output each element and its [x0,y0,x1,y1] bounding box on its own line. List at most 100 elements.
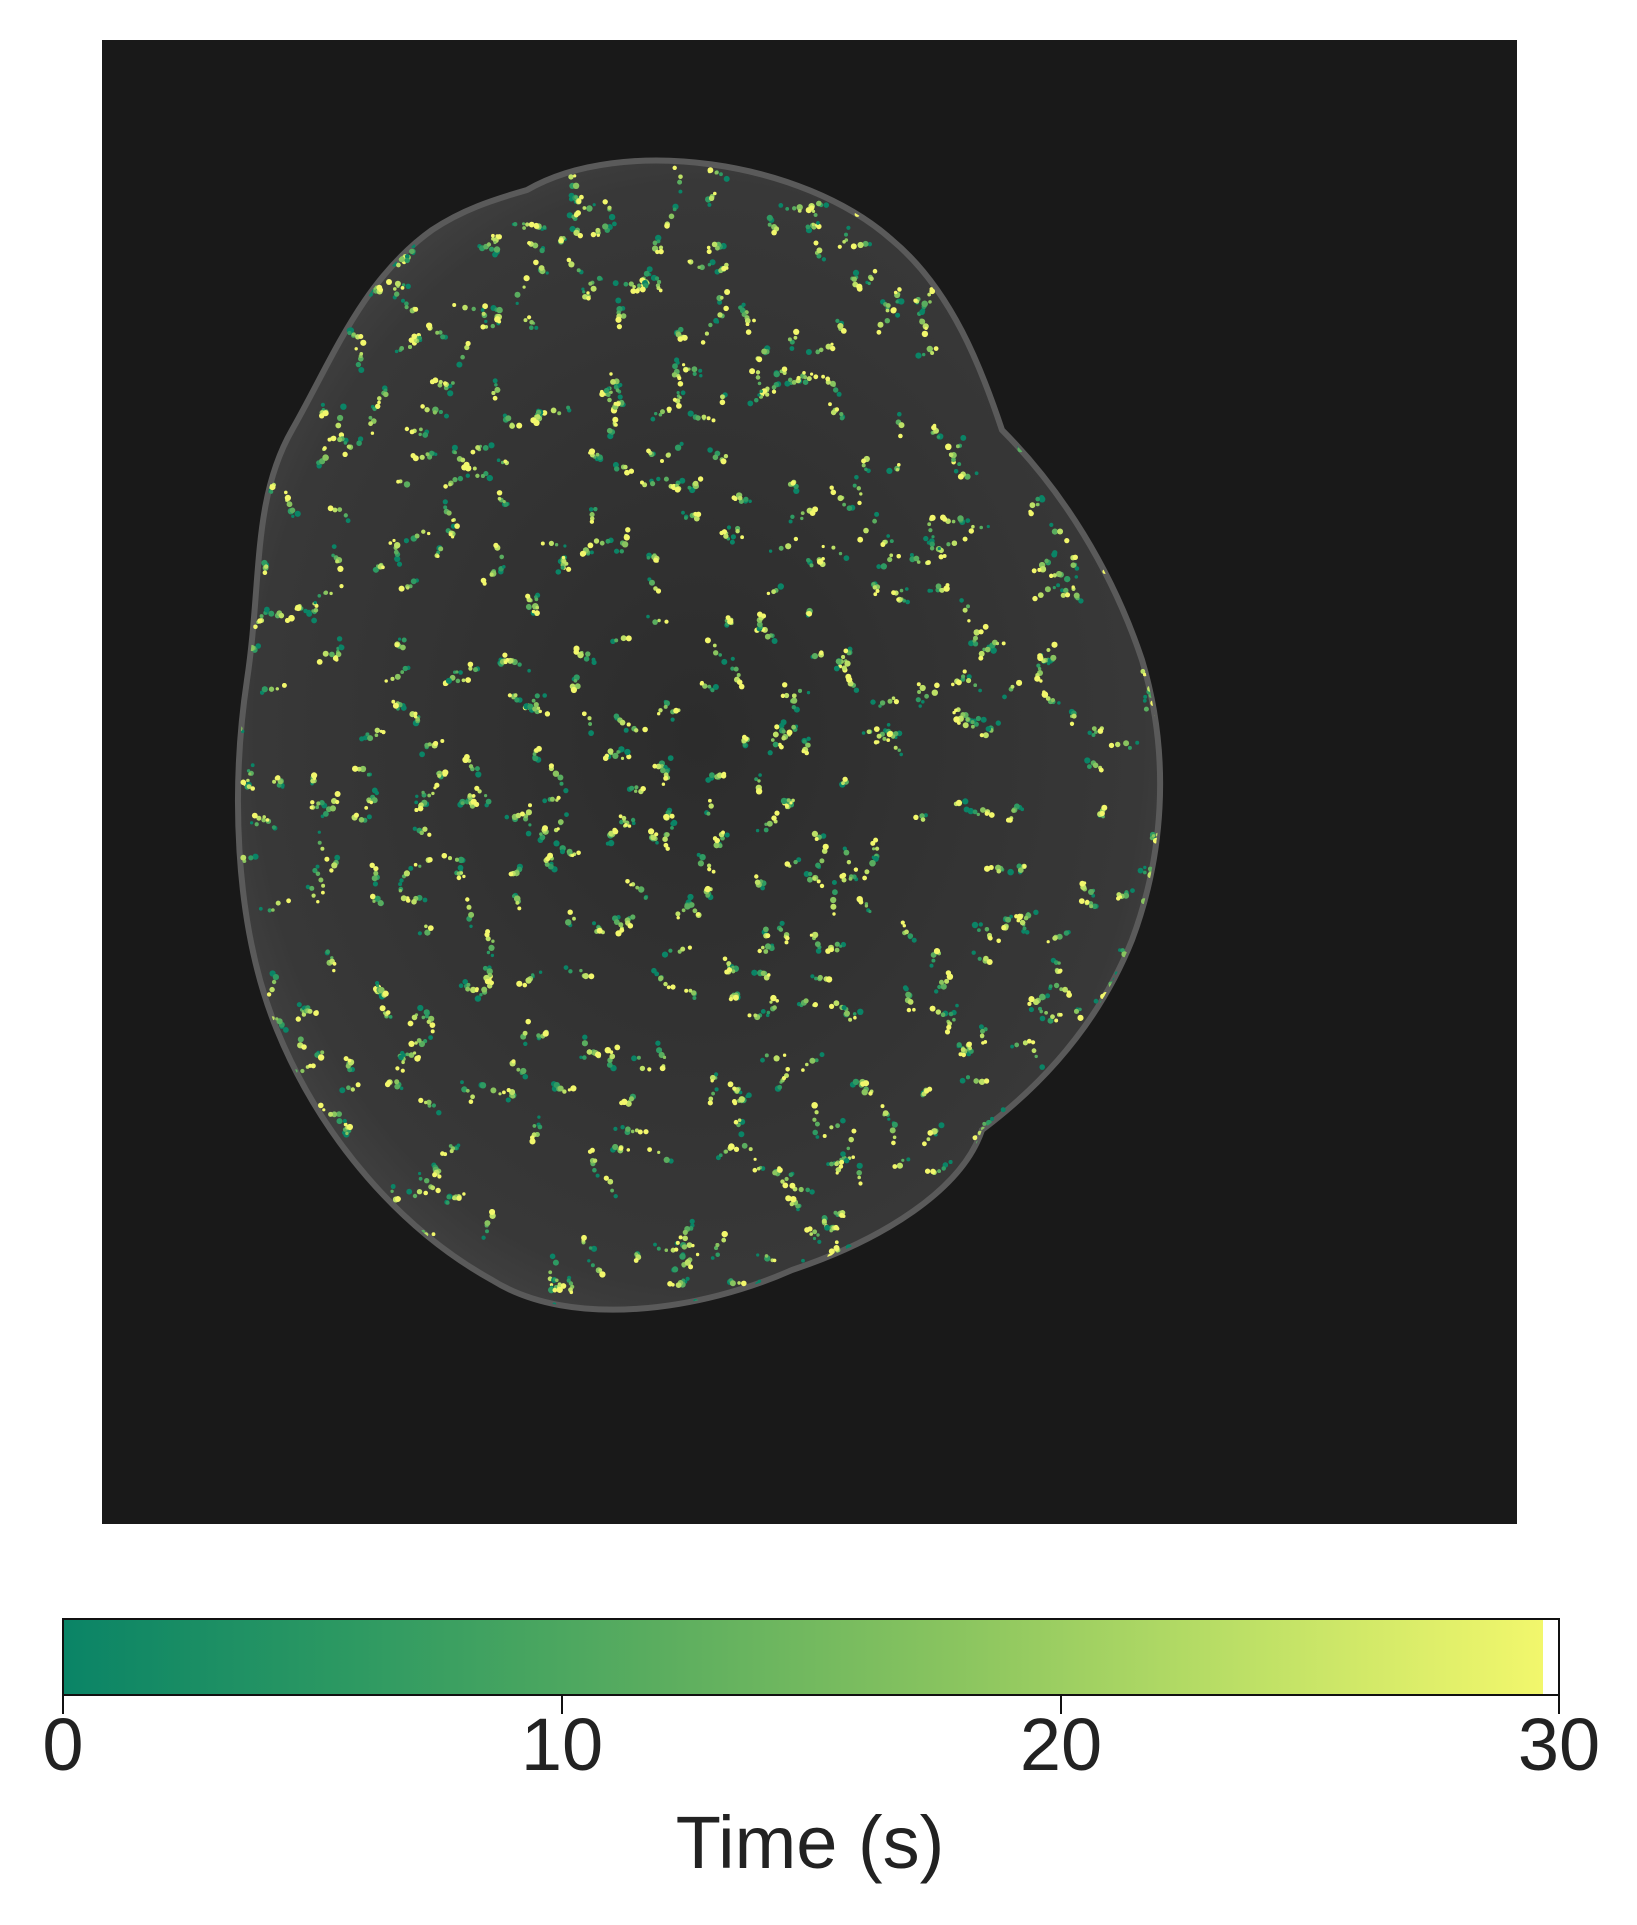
track-point [825,976,833,983]
track-point [664,700,670,707]
track-point [1117,390,1124,397]
track-point [569,1290,574,1295]
track-point [274,298,280,304]
track-point [256,1114,260,1118]
track-point [908,1274,915,1280]
track-point [1085,509,1092,517]
track-point [225,512,231,518]
track-point [956,679,962,686]
track-point [726,961,732,967]
track-point [603,387,610,394]
track-point [582,290,586,294]
track-point [946,219,951,223]
track-point [1053,982,1060,989]
track-point [764,1254,769,1258]
track-point [435,1187,441,1194]
track-point [914,1260,919,1266]
track-point [254,1267,258,1272]
track-point [416,1038,422,1043]
track-point [447,390,454,397]
track-point [736,673,741,677]
track-point [514,291,521,298]
track-point [708,1096,714,1102]
track-point [828,1321,833,1326]
track-point [349,267,354,272]
track-point [1126,973,1130,978]
track-point [1032,214,1038,219]
track-point [863,527,869,534]
track-point [776,156,779,159]
track-point [455,148,461,154]
track-point [744,736,749,742]
track-point [670,717,675,722]
track-point [1167,876,1172,881]
track-point [772,168,779,175]
track-point [462,874,466,879]
track-point [371,875,378,882]
track-point [1127,401,1131,405]
track-point [329,868,334,873]
track-point [934,989,939,994]
track-point [1173,326,1179,332]
track-point [349,1302,354,1307]
track-point [300,1156,305,1161]
track-point [1010,377,1015,382]
track-point [258,906,263,911]
track-point [366,772,371,777]
track-point [1123,1138,1129,1144]
track-point [427,531,431,536]
track-point [1007,1261,1011,1266]
track-point [806,1278,811,1283]
track-point [973,629,980,636]
track-point [1063,195,1070,202]
track-point [916,682,921,687]
track-point [1068,160,1075,164]
track-point [905,599,910,605]
track-point [803,998,809,1004]
track-point [1147,866,1153,872]
track-point [1150,526,1156,532]
track-point [480,324,486,330]
track-point [246,778,250,783]
track-point [1058,206,1064,212]
track-point [534,693,540,699]
track-point [665,846,670,851]
track-point [1080,258,1085,263]
track-point [324,1308,330,1310]
track-point [1121,541,1128,547]
track-point [1117,492,1124,499]
track-point [427,925,434,931]
track-point [833,1210,838,1215]
track-point [357,264,362,269]
track-point [928,528,933,533]
track-point [399,878,404,883]
track-point [356,440,362,446]
track-point [1129,495,1134,500]
track-point [1014,299,1020,305]
track-point [968,1046,972,1051]
track-point [277,1244,284,1251]
track-point [323,590,329,595]
track-point [934,682,940,689]
track-point [997,1288,1004,1295]
track-point [843,648,849,654]
track-point [491,233,495,238]
track-point [810,974,815,979]
track-point [396,561,403,567]
track-point [522,222,526,226]
track-point [528,823,532,827]
track-point [390,1220,395,1225]
track-point [553,840,560,847]
track-point [766,1010,771,1015]
track-point [961,1052,966,1058]
track-point [251,1114,257,1120]
track-point [650,481,656,487]
track-point [1078,898,1085,904]
track-point [962,607,968,613]
track-point [772,1258,777,1263]
track-point [243,510,250,517]
track-point [289,130,295,136]
track-point [1004,1336,1009,1341]
track-point [482,581,487,586]
track-point [1156,474,1161,478]
